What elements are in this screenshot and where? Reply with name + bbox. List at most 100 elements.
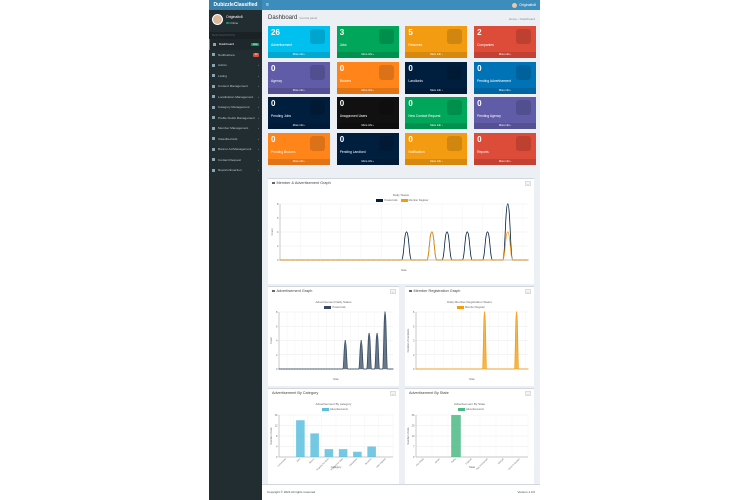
y-tick-label: 8 [276,434,278,438]
more-info-link[interactable]: More info › [405,87,468,94]
data-point [392,368,394,370]
online-status: Online [226,21,238,25]
data-point [436,259,438,261]
data-point [379,368,381,370]
data-point [486,231,489,233]
stat-tile-pending-brokers: 0 Pending Brokers More info › [268,132,330,165]
tile-label: Pending Landlord [339,149,366,154]
bar [296,420,305,457]
more-info-link[interactable]: More info › [405,158,468,165]
sidebar-item-classified-ads[interactable]: Classified Ads ‹ [209,134,262,145]
app-logo[interactable]: DubizzleClassified [209,0,262,10]
more-info-link[interactable]: More info › [405,52,468,58]
data-point [502,368,504,370]
data-point [507,231,509,233]
sidebar-item-member-management[interactable]: Member Management ‹ [209,123,262,134]
data-point [507,203,509,205]
sidebar-item-localization-management[interactable]: Localization Management ‹ [209,92,262,103]
user-menu[interactable]: Originaltv8 [512,0,536,10]
sidebar-item-category-management[interactable]: Category Management ‹ [209,102,262,113]
data-point [355,259,357,261]
more-info-link[interactable]: More info › [336,123,399,129]
tile-icon [447,100,463,115]
tile-icon [516,100,532,115]
collapse-button[interactable]: − [390,289,396,294]
top-navbar: ≡ Originaltv8 [262,0,540,10]
data-point [490,368,492,370]
data-point [278,368,280,370]
x-tick-label: Property for Sale [330,457,344,471]
collapse-button[interactable]: − [525,391,531,396]
collapse-button[interactable]: − [525,289,531,294]
collapse-button[interactable]: − [390,391,396,396]
data-point [424,368,426,370]
more-info-link[interactable]: More info › [474,52,537,58]
adv-state-box: Advertisement By State − Advertisement B… [405,388,534,488]
data-point [360,339,362,342]
adv-cat-chart: 0 4 8 12 16 Number of Ads Category Community Job… [269,413,394,471]
user-avatar [512,2,518,8]
tile-count: 0 [271,63,276,73]
sidebar-user-name: Originaltv8 [226,15,243,19]
sidebar-item-label: Reports/Insertion [218,168,242,172]
tile-count: 26 [271,28,280,37]
data-point [481,368,483,370]
header-user-name: Originaltv8 [519,3,536,7]
more-info-link[interactable]: More info › [474,123,537,129]
sidebar-item-admin[interactable]: Admin ‹ [209,60,262,71]
more-info-link[interactable]: More info › [336,52,399,58]
sidebar-item-label: Listing [218,73,227,78]
x-tick-label: Umm Al Quwain [507,457,521,471]
menu-item-icon [212,63,215,67]
data-point [506,368,508,370]
sidebar-item-dashboard[interactable]: Dashboard new [209,39,262,50]
x-tick-label: Jobs Wanted [375,457,387,469]
data-point [390,259,392,261]
sidebar-item-content-management[interactable]: Content Management ‹ [209,81,262,92]
more-info-link[interactable]: More info › [336,158,399,165]
data-point [492,259,494,261]
more-info-link[interactable]: More info › [336,87,399,94]
box-title: Advertisement By State [409,391,449,395]
y-tick-label: 4 [276,445,278,449]
more-info-link[interactable]: More info › [268,87,330,94]
chart-title: Advertisement Daily Status [315,300,352,304]
bar [324,449,334,457]
member-adv-chart: 0 2 4 6 8 Count Date [270,202,529,272]
data-point [299,368,301,370]
data-point [286,368,288,370]
y-tick-label: 6 [413,310,415,314]
sidebar-avatar [212,14,223,25]
stat-tile-new-contact-request: 0 New Contact Request More info › [405,97,468,129]
data-point [328,368,330,370]
menu-item-icon [212,105,215,109]
menu-toggle-icon[interactable]: ≡ [266,2,269,8]
data-point [465,368,467,370]
sidebar-item-label: Dashboard [219,42,235,46]
sidebar-item-listing[interactable]: Listing ‹ [209,71,262,82]
tile-label: Unapproved Users [339,114,368,118]
data-point [309,259,311,261]
sidebar: Originaltv8 Online MAIN NAVIGATION Dashb… [209,10,262,500]
sidebar-item-reports-insertion[interactable]: Reports/Insertion ‹ [209,165,262,176]
breadcrumb[interactable]: Home > Dashboard [508,17,535,21]
sidebar-item-contact-request[interactable]: Contact Request ‹ [209,155,262,166]
more-info-link[interactable]: More info › [474,87,537,94]
user-panel: Originaltv8 Online [209,10,262,32]
data-point [525,368,527,370]
y-tick-label: 16 [275,413,278,417]
more-info-link[interactable]: More info › [268,158,330,165]
menu-item-icon [212,168,215,172]
y-tick-label: 3 [413,339,415,343]
more-info-link[interactable]: More info › [268,123,330,129]
more-info-link[interactable]: More info › [405,123,468,129]
more-info-link[interactable]: More info › [474,158,537,165]
sidebar-item-profile-fields-management[interactable]: Profile Fields Management ‹ [209,113,262,124]
data-point [294,259,296,261]
more-info-link[interactable]: More info › [268,52,330,58]
sidebar-item-banner-ad-management[interactable]: Banner Ad Management ‹ [209,144,262,155]
collapse-button[interactable]: − [525,181,531,186]
sidebar-item-notifications[interactable]: Notifications 12 [209,50,262,61]
nav-header: MAIN NAVIGATION [209,32,262,39]
stat-tile-notification: 0 Notification More info › [405,132,468,165]
